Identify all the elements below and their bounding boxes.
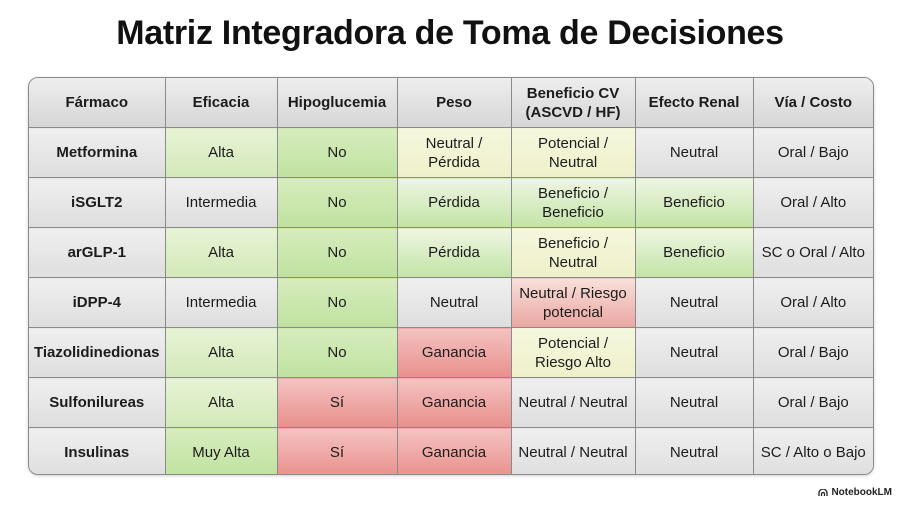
cell-peso: Pérdida [396, 177, 512, 228]
row-header-isglt2: iSGLT2 [29, 177, 166, 228]
cell-via-costo: Oral / Bajo [752, 127, 873, 178]
cell-hipoglucemia: No [276, 227, 398, 278]
cell-hipoglucemia: Sí [276, 377, 398, 428]
cell-peso: Pérdida [396, 227, 512, 278]
cell-via-costo: SC o Oral / Alto [752, 227, 873, 278]
row-header-arglp1: arGLP-1 [29, 227, 166, 278]
column-header-efecto-renal: Efecto Renal [634, 78, 754, 128]
decision-matrix: Fármaco Eficacia Hipoglucemia Peso Benef… [28, 77, 874, 475]
table-row: arGLP-1 Alta No Pérdida Beneficio / Neut… [29, 227, 873, 278]
table-row: Tiazolidinedionas Alta No Ganancia Poten… [29, 327, 873, 378]
notebooklm-label: NotebookLM [831, 487, 892, 498]
row-header-tiazolidinedionas: Tiazolidinedionas [29, 327, 166, 378]
cell-hipoglucemia: No [276, 177, 398, 228]
cell-eficacia: Muy Alta [164, 427, 278, 474]
table-row: Sulfonilureas Alta Sí Ganancia Neutral /… [29, 377, 873, 428]
cell-beneficio-cv: Potencial / Neutral [510, 127, 636, 178]
cell-eficacia: Alta [164, 227, 278, 278]
cell-efecto-renal: Neutral [634, 277, 754, 328]
cell-beneficio-cv: Neutral / Neutral [510, 377, 636, 428]
cell-efecto-renal: Neutral [634, 327, 754, 378]
cell-eficacia: Alta [164, 127, 278, 178]
cell-hipoglucemia: No [276, 127, 398, 178]
cell-hipoglucemia: Sí [276, 427, 398, 474]
cell-eficacia: Intermedia [164, 177, 278, 228]
cell-peso: Neutral [396, 277, 512, 328]
cell-efecto-renal: Neutral [634, 427, 754, 474]
notebooklm-watermark: NotebookLM [818, 487, 892, 498]
cell-hipoglucemia: No [276, 277, 398, 328]
cell-via-costo: Oral / Alto [752, 177, 873, 228]
cell-efecto-renal: Neutral [634, 377, 754, 428]
decision-table: Fármaco Eficacia Hipoglucemia Peso Benef… [29, 78, 873, 474]
cell-beneficio-cv: Beneficio / Beneficio [510, 177, 636, 228]
column-header-eficacia: Eficacia [164, 78, 278, 128]
cell-via-costo: Oral / Bajo [752, 327, 873, 378]
row-header-metformina: Metformina [29, 127, 166, 178]
cell-eficacia: Alta [164, 327, 278, 378]
column-header-farmaco: Fármaco [29, 78, 166, 128]
cell-eficacia: Alta [164, 377, 278, 428]
column-header-hipoglucemia: Hipoglucemia [276, 78, 398, 128]
cell-via-costo: Oral / Bajo [752, 377, 873, 428]
cell-hipoglucemia: No [276, 327, 398, 378]
column-header-beneficio-cv: Beneficio CV (ASCVD / HF) [510, 78, 636, 128]
cell-beneficio-cv: Neutral / Neutral [510, 427, 636, 474]
row-header-insulinas: Insulinas [29, 427, 166, 474]
header-row: Fármaco Eficacia Hipoglucemia Peso Benef… [29, 78, 873, 128]
column-header-peso: Peso [396, 78, 512, 128]
cell-efecto-renal: Beneficio [634, 177, 754, 228]
cell-peso: Ganancia [396, 427, 512, 474]
cell-peso: Ganancia [396, 327, 512, 378]
table-row: Metformina Alta No Neutral / Pérdida Pot… [29, 127, 873, 178]
cell-efecto-renal: Neutral [634, 127, 754, 178]
cell-efecto-renal: Beneficio [634, 227, 754, 278]
notebooklm-logo-icon [818, 487, 829, 497]
cell-peso: Ganancia [396, 377, 512, 428]
row-header-sulfonilureas: Sulfonilureas [29, 377, 166, 428]
row-header-idpp4: iDPP-4 [29, 277, 166, 328]
cell-beneficio-cv: Potencial / Riesgo Alto [510, 327, 636, 378]
cell-beneficio-cv: Beneficio / Neutral [510, 227, 636, 278]
cell-eficacia: Intermedia [164, 277, 278, 328]
table-row: iSGLT2 Intermedia No Pérdida Beneficio /… [29, 177, 873, 228]
table-row: iDPP-4 Intermedia No Neutral Neutral / R… [29, 277, 873, 328]
cell-peso: Neutral / Pérdida [396, 127, 512, 178]
cell-beneficio-cv: Neutral / Riesgo potencial [510, 277, 636, 328]
table-row: Insulinas Muy Alta Sí Ganancia Neutral /… [29, 427, 873, 474]
column-header-via-costo: Vía / Costo [752, 78, 873, 128]
page-title: Matriz Integradora de Toma de Decisiones [116, 14, 784, 52]
cell-via-costo: Oral / Alto [752, 277, 873, 328]
cell-via-costo: SC / Alto o Bajo [752, 427, 873, 474]
